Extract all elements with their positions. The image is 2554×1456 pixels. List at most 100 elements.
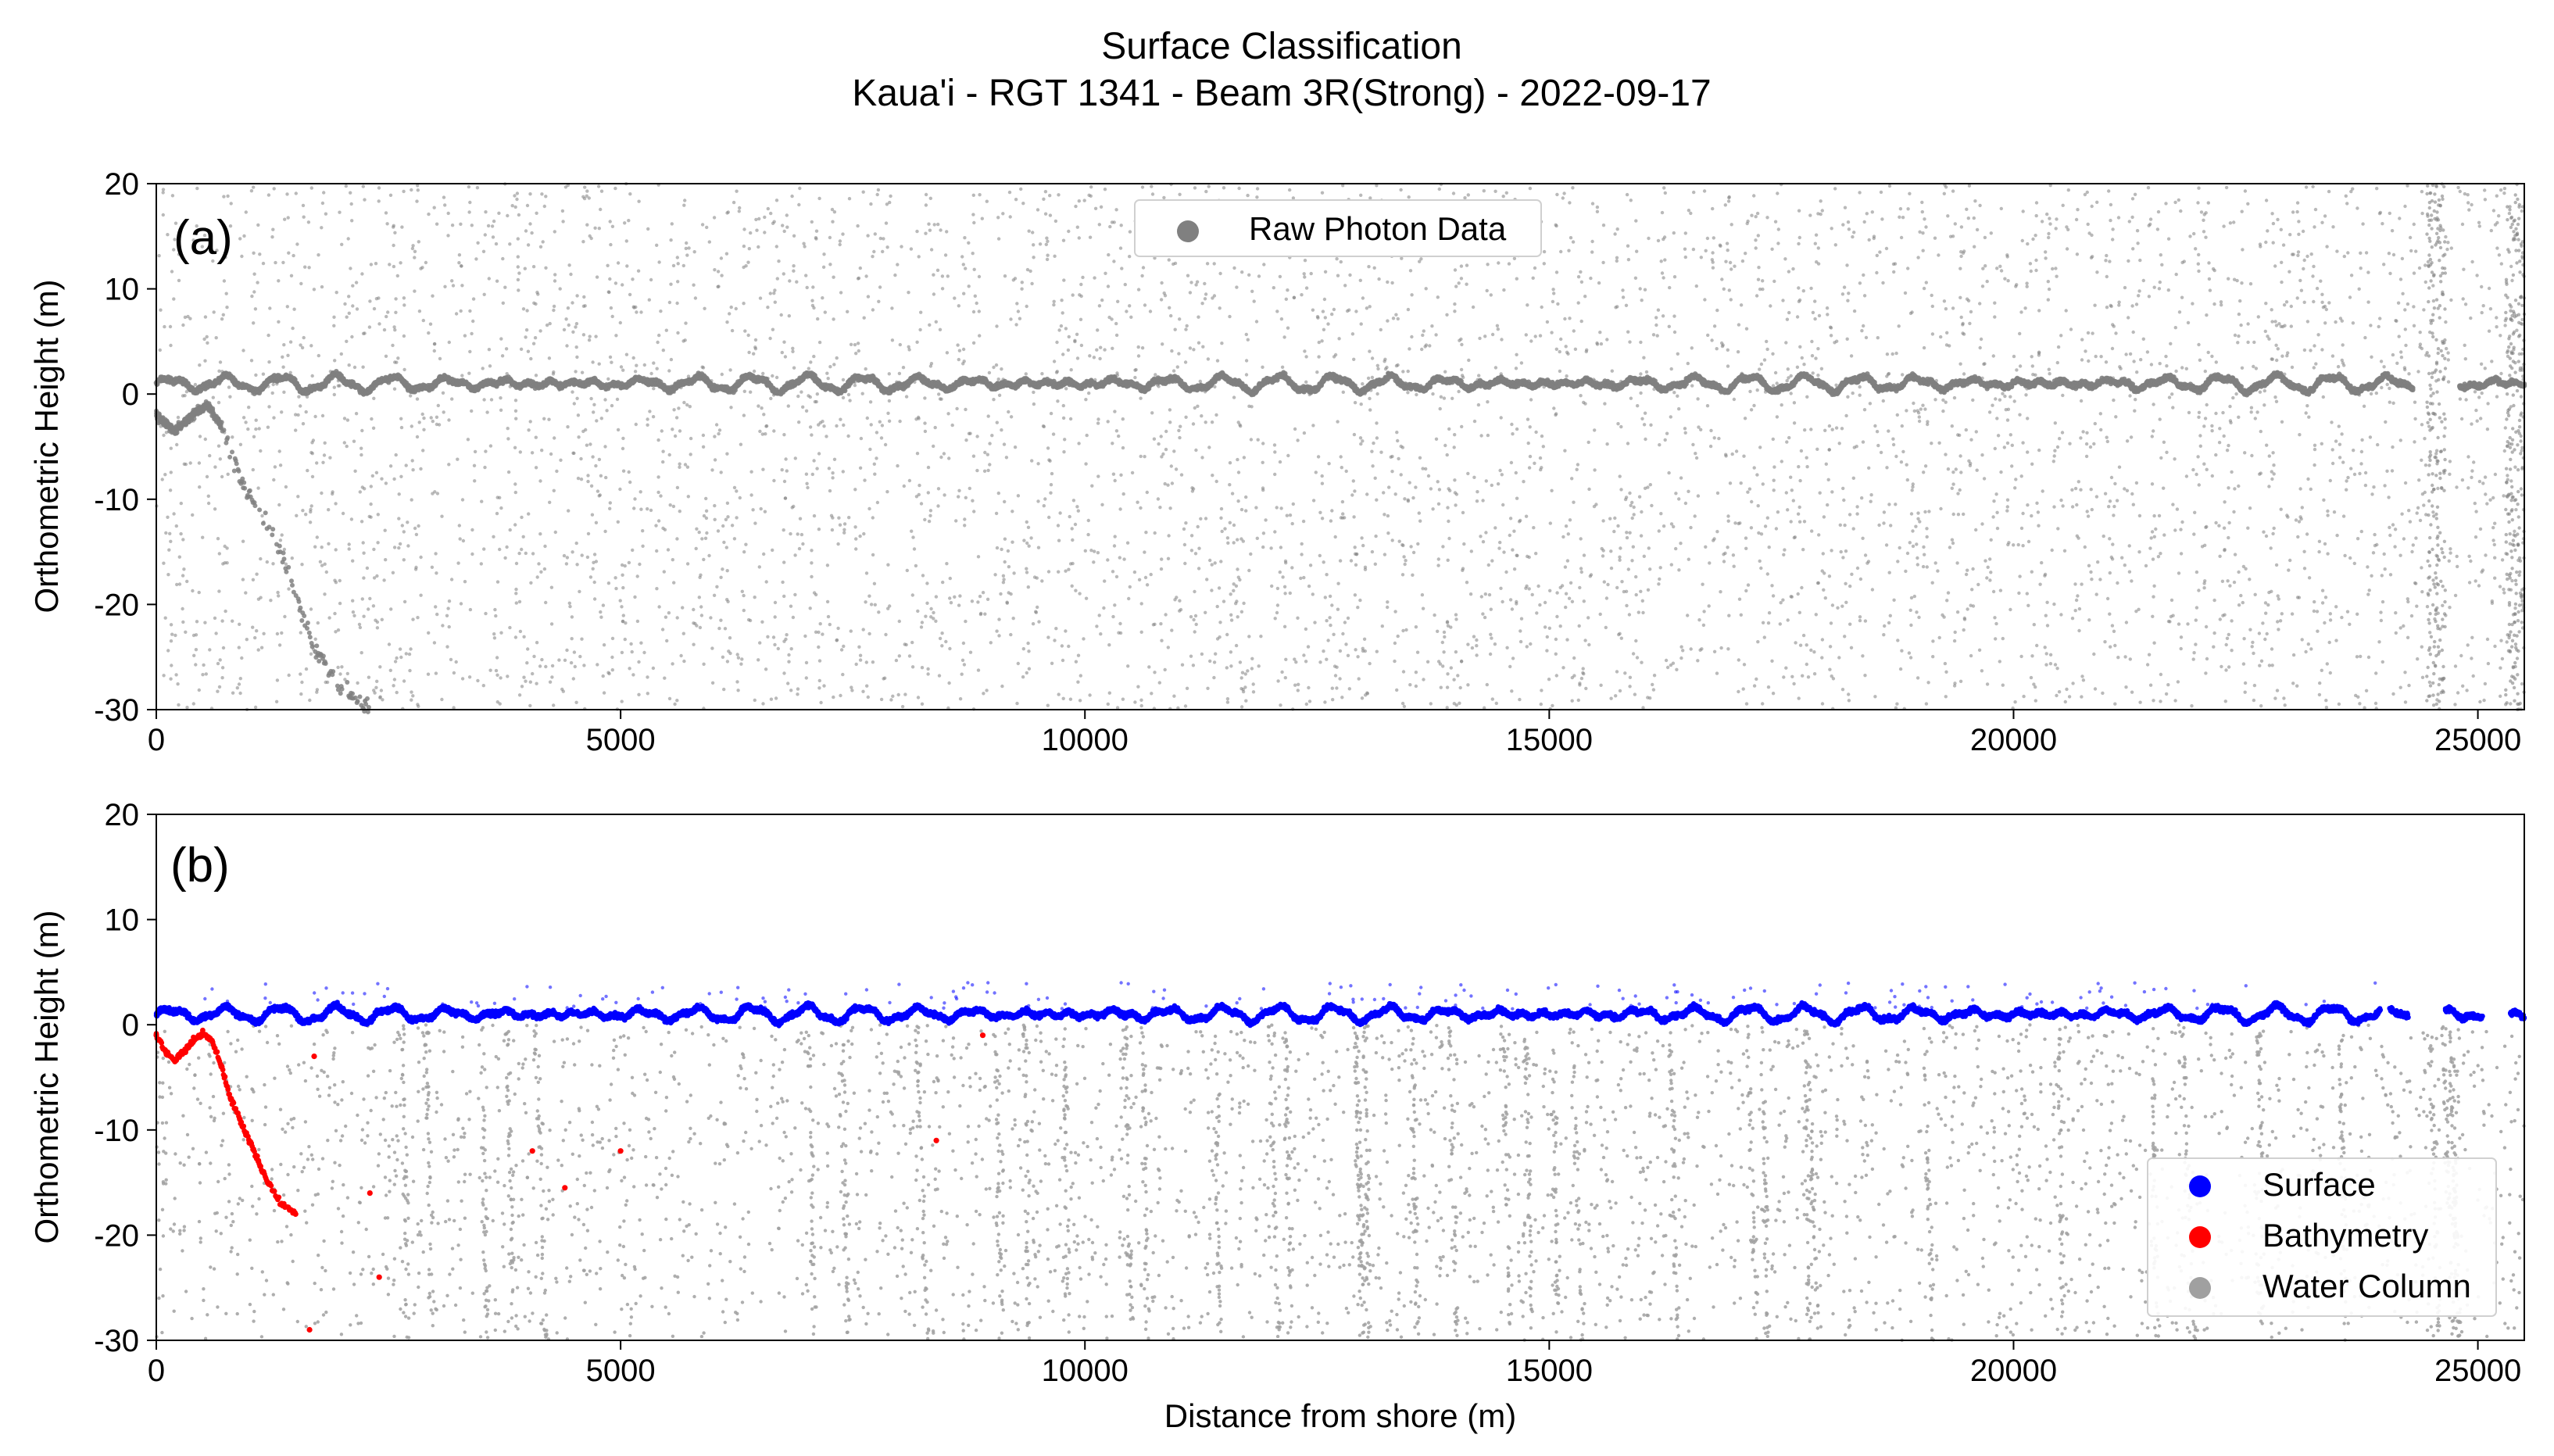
raw-photon-noise	[986, 453, 989, 456]
raw-photon-noise	[1477, 403, 1480, 406]
raw-photon-noise	[1931, 581, 1934, 585]
raw-photon-noise	[827, 615, 830, 618]
raw-photon-noise	[2227, 521, 2230, 524]
raw-photon-noise	[1540, 435, 1543, 438]
raw-photon-noise	[528, 192, 531, 195]
raw-photon-noise	[1324, 316, 1327, 319]
raw-photon-noise	[2165, 451, 2168, 454]
raw-photon-noise	[1921, 404, 1924, 407]
raw-photon-noise	[1053, 300, 1056, 303]
raw-photon-noise	[1184, 327, 1187, 331]
raw-photon-noise	[1662, 524, 1665, 528]
raw-photon-noise	[1763, 635, 1766, 639]
raw-photon-noise	[2113, 703, 2116, 706]
raw-photon-noise	[1000, 685, 1003, 688]
raw-photon-noise	[393, 546, 396, 549]
raw-photon-noise	[1115, 575, 1118, 578]
raw-photon-noise	[515, 601, 518, 604]
raw-photon-noise	[2068, 695, 2071, 698]
raw-photon-noise	[1088, 354, 1091, 357]
raw-photon-noise	[2359, 252, 2362, 255]
raw-photon-noise	[1236, 458, 1239, 461]
raw-photon-noise	[2159, 673, 2162, 676]
raw-photon-noise	[1194, 449, 1197, 452]
raw-photon-noise	[1797, 465, 1800, 468]
raw-photon-noise	[617, 521, 620, 524]
raw-photon-noise	[1475, 644, 1478, 647]
raw-photon-noise	[1231, 492, 1234, 495]
raw-photon-noise	[937, 392, 940, 395]
raw-photon-noise	[1169, 314, 1172, 317]
raw-photon-noise	[191, 589, 194, 592]
raw-photon-noise	[437, 404, 440, 407]
raw-photon-noise	[2220, 665, 2223, 668]
raw-photon-noise	[1515, 353, 1518, 356]
raw-photon-noise	[1218, 306, 1222, 309]
raw-photon-noise	[907, 348, 910, 351]
raw-photon-noise	[1650, 504, 1653, 507]
raw-photon-noise	[218, 685, 221, 689]
raw-photon-noise	[1151, 192, 1154, 195]
raw-photon-noise	[574, 665, 577, 668]
raw-photon-noise	[790, 647, 793, 650]
raw-photon-noise	[772, 479, 775, 482]
raw-photon-noise	[1812, 371, 1815, 374]
raw-photon-noise	[348, 363, 351, 367]
raw-photon-noise	[1835, 426, 1838, 429]
raw-photon-noise	[978, 275, 981, 278]
raw-photon-noise	[446, 606, 449, 610]
raw-photon-noise	[816, 317, 819, 320]
raw-photon-noise	[950, 601, 953, 604]
raw-photon-noise	[2305, 255, 2309, 258]
raw-photon-noise	[841, 232, 844, 235]
raw-photon-noise	[2187, 411, 2191, 414]
raw-photon-noise	[491, 224, 494, 227]
raw-photon-noise	[2037, 510, 2040, 513]
raw-photon-noise	[2265, 199, 2268, 202]
raw-photon-noise	[1781, 299, 1784, 302]
raw-photon-noise	[1969, 654, 1973, 657]
raw-photon-noise	[482, 547, 485, 550]
raw-photon-noise	[2380, 619, 2383, 622]
raw-photon-noise	[2423, 437, 2426, 440]
raw-photon-noise	[2109, 203, 2112, 206]
raw-photon-noise	[581, 240, 585, 243]
raw-photon-noise	[1791, 267, 1794, 270]
raw-photon-noise	[1019, 188, 1022, 191]
raw-photon-noise	[1602, 224, 1605, 227]
raw-photon-noise	[873, 582, 876, 585]
raw-photon-noise	[535, 212, 538, 215]
raw-photon-noise	[1684, 256, 1687, 259]
raw-photon-noise	[460, 374, 463, 377]
raw-photon-noise	[317, 253, 320, 256]
raw-photon-noise	[2485, 502, 2488, 505]
raw-photon-noise	[262, 373, 265, 376]
raw-photon-noise	[985, 200, 989, 203]
raw-photon-noise	[1229, 521, 1232, 524]
raw-photon-noise	[1821, 638, 1824, 641]
raw-photon-noise	[405, 463, 408, 467]
raw-photon-noise	[2169, 342, 2172, 345]
raw-photon-noise	[1510, 423, 1513, 426]
raw-photon-noise	[622, 614, 625, 617]
raw-photon-noise	[774, 301, 777, 304]
raw-photon-noise	[1044, 213, 1047, 216]
raw-photon-noise	[1329, 595, 1332, 598]
raw-photon-noise	[1293, 427, 1297, 431]
raw-photon-noise	[1525, 515, 1528, 518]
raw-photon-noise	[267, 360, 270, 363]
raw-photon-noise	[2355, 613, 2359, 616]
raw-photon-noise	[415, 199, 418, 202]
raw-photon-noise	[566, 556, 569, 559]
raw-photon-noise	[2303, 259, 2306, 262]
raw-photon-noise	[2177, 622, 2180, 625]
raw-photon-noise	[797, 420, 800, 424]
raw-photon-noise	[742, 227, 746, 231]
raw-photon-noise	[2055, 217, 2058, 220]
raw-photon-noise	[634, 370, 637, 373]
raw-photon-noise	[1858, 281, 1862, 284]
raw-photon-noise	[1944, 307, 1948, 310]
raw-photon-noise	[1745, 327, 1748, 331]
raw-photon-noise	[1768, 611, 1771, 614]
raw-photon-noise	[628, 481, 631, 484]
